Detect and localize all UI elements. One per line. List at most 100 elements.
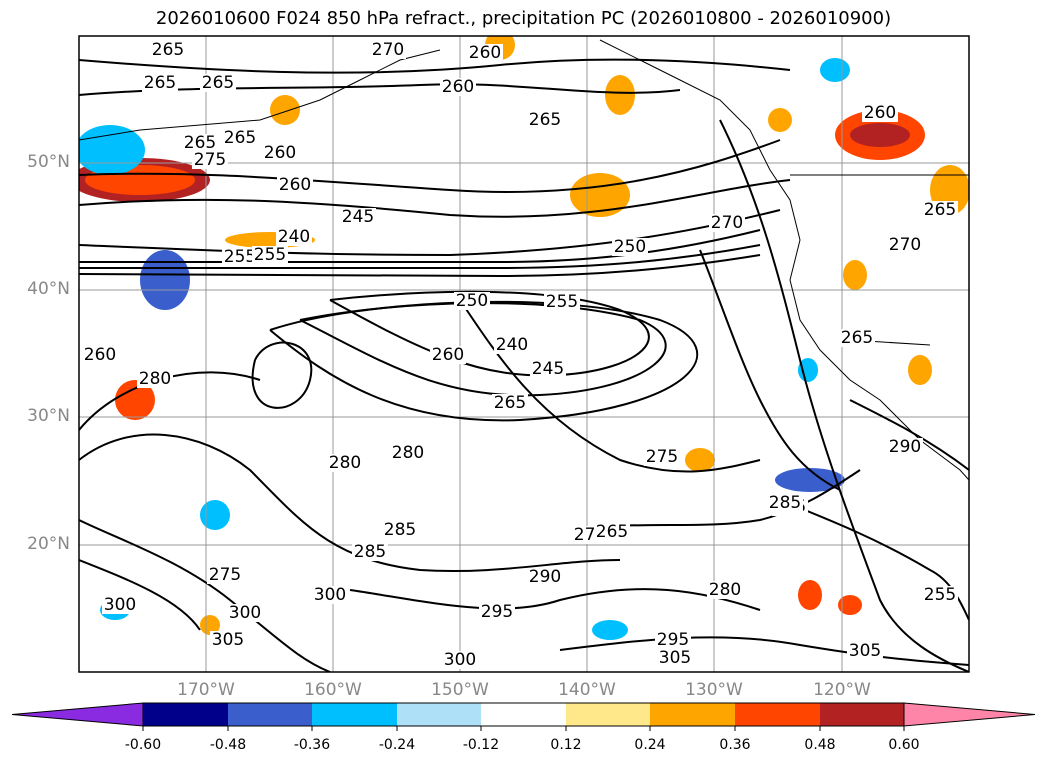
contour-line (79, 179, 791, 218)
colorbar-tick-label: 0.12 (550, 737, 582, 753)
contour-label: 270 (711, 213, 743, 233)
contour-line (79, 58, 791, 74)
coastline-alaska (79, 49, 441, 141)
contour-label: 300 (229, 603, 261, 623)
colorbar-tick-label: -0.12 (462, 737, 500, 753)
colorbar-bin (397, 703, 481, 726)
precip-area (592, 620, 628, 640)
contour-label: 265 (841, 328, 873, 348)
contour-line (79, 209, 781, 257)
precip-area (798, 580, 822, 610)
map-frame (78, 35, 970, 673)
colorbar-tick-label: 0.36 (719, 737, 751, 753)
contour-label: 240 (496, 335, 528, 355)
contour-label: 245 (532, 359, 564, 379)
precip-area (605, 75, 635, 115)
colorbar-tick-label: 0.60 (888, 737, 920, 753)
contour-line (79, 139, 781, 193)
contour-label: 265 (494, 393, 526, 413)
contour-line (779, 499, 969, 621)
contour-label: 280 (329, 453, 361, 473)
coastline-north-america (599, 39, 969, 481)
colorbar-min-extend (11, 702, 144, 727)
contour-label: 265 (144, 73, 176, 93)
precip-area (838, 595, 862, 615)
precip-shading (79, 36, 969, 640)
contour-line (79, 244, 761, 270)
contour-label: 250 (456, 291, 488, 311)
precip-area (79, 125, 145, 175)
colorbar-tick-label: -0.24 (378, 737, 416, 753)
contour-label: 265 (152, 40, 184, 60)
contour-label: 305 (849, 641, 881, 661)
lon-tick-label: 140°W (558, 680, 616, 700)
contour-label: 260 (264, 143, 296, 163)
contour-label: 260 (469, 43, 501, 63)
contour-line (719, 119, 969, 672)
contour-label: 280 (709, 580, 741, 600)
lon-tick-label: 130°W (685, 680, 743, 700)
contour-label: 265 (202, 73, 234, 93)
contour-label: 260 (432, 345, 464, 365)
contour-label: 300 (314, 585, 346, 605)
precip-area (850, 123, 910, 147)
lat-tick-label: 50°N (27, 152, 70, 172)
colorbar (11, 702, 1036, 731)
precip-area (798, 358, 818, 382)
contour-label: 285 (354, 542, 386, 562)
colorbar-bin (312, 703, 397, 726)
contour-line (849, 399, 969, 471)
contour-label: 280 (139, 369, 171, 389)
contour-label: 250 (614, 237, 646, 257)
colorbar-bin (481, 703, 566, 726)
contour-label: 255 (924, 585, 956, 605)
contour-line (269, 300, 699, 422)
contour-label: 305 (212, 630, 244, 650)
lat-tick-label: 40°N (27, 279, 70, 299)
precip-area (775, 468, 845, 492)
contour-label: 265 (924, 200, 956, 220)
lon-tick-label: 150°W (431, 680, 489, 700)
contour-label: 265 (529, 110, 561, 130)
contour-label: 290 (529, 567, 561, 587)
contour-label: 260 (84, 345, 116, 365)
colorbar-bin (650, 703, 735, 726)
figure-title: 2026010600 F024 850 hPa refract., precip… (155, 8, 892, 29)
contour-label: 255 (546, 292, 578, 312)
contour-label: 295 (657, 630, 689, 650)
contour-label: 255 (224, 247, 256, 267)
colorbar-tick-label: -0.48 (209, 737, 247, 753)
contour-line (79, 559, 201, 631)
contour-label: 260 (442, 77, 474, 97)
contour-label: 300 (104, 595, 136, 615)
contour-line (79, 254, 761, 278)
contour-label: 290 (889, 437, 921, 457)
lon-tick-label: 120°W (813, 680, 871, 700)
colorbar-tick-label: -0.36 (293, 737, 331, 753)
contour-label: 270 (889, 235, 921, 255)
contour-label: 245 (342, 207, 374, 227)
precip-area (270, 95, 300, 125)
contour-line (349, 588, 761, 611)
contour-label: 300 (444, 650, 476, 670)
colorbar-bin (735, 703, 820, 726)
precip-area (200, 500, 230, 530)
precip-area (200, 615, 220, 635)
precip-area (908, 355, 932, 385)
colorbar-tick-label: 0.48 (804, 737, 836, 753)
colorbar-bin (143, 703, 228, 726)
contour-line (79, 83, 681, 96)
contour-label: 275 (194, 150, 226, 170)
lon-tick-label: 170°W (177, 680, 235, 700)
contour-label: 285 (384, 520, 416, 540)
precip-area (685, 448, 715, 472)
lat-tick-label: 30°N (27, 406, 70, 426)
lat-tick-label: 20°N (27, 534, 70, 554)
contour-label: 280 (392, 443, 424, 463)
precip-area (843, 260, 867, 290)
contour-label: 265 (184, 133, 216, 153)
contour-label: 275 (646, 447, 678, 467)
precip-area (140, 250, 190, 310)
contour-label: 260 (279, 175, 311, 195)
